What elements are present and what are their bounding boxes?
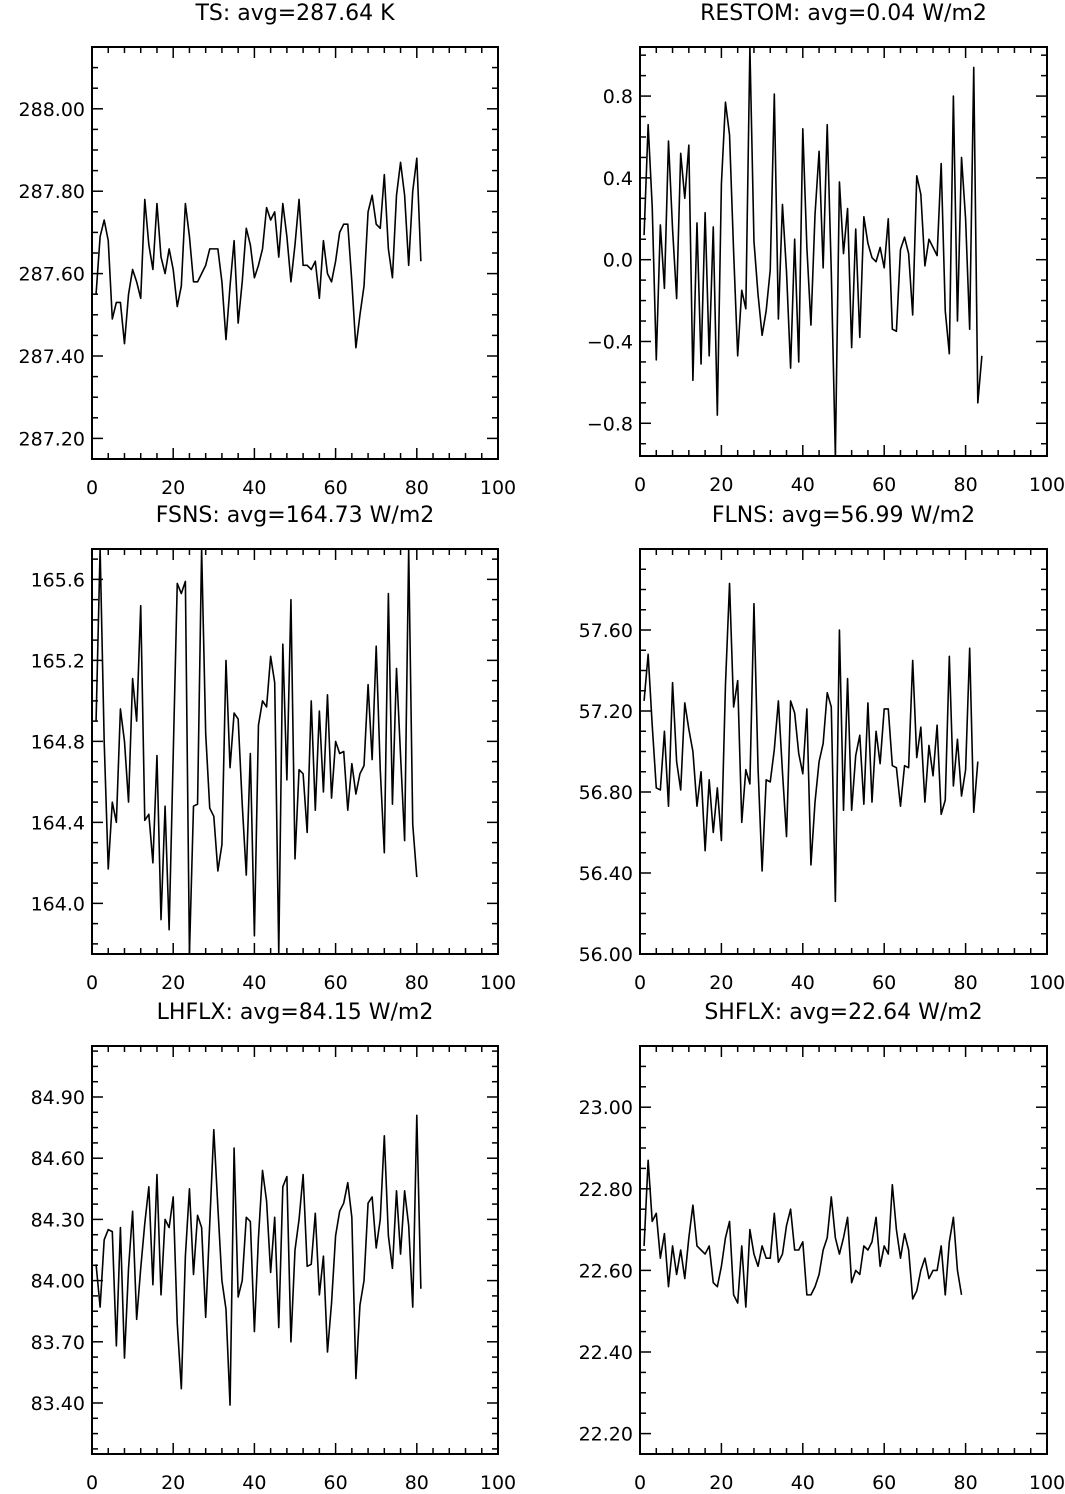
x-tick-label: 80 — [405, 972, 429, 994]
y-tick-label: 84.30 — [31, 1209, 85, 1231]
y-tick-label: 287.40 — [19, 346, 85, 368]
y-tick-label: 83.70 — [31, 1332, 85, 1354]
y-tick-label: 288.00 — [19, 99, 85, 121]
y-tick-label: 287.60 — [19, 264, 85, 286]
plot-frame — [639, 548, 1048, 955]
chart-title: FLNS: avg=56.99 W/m2 — [712, 503, 975, 528]
x-tick-label: 40 — [791, 972, 815, 994]
chart-panel: LHFLX: avg=84.15 W/m2 0 20 40 60 80 100 83.40 83… — [31, 1000, 517, 1494]
x-tick-label: 100 — [1029, 1472, 1065, 1494]
x-tick-label: 40 — [242, 972, 266, 994]
y-tick-label: 0.0 — [603, 250, 633, 272]
x-tick-label: 20 — [709, 1472, 733, 1494]
x-tick-label: 60 — [324, 1472, 348, 1494]
x-tick-label: 20 — [161, 1472, 185, 1494]
series-line — [643, 582, 979, 903]
y-tick-label: 84.00 — [31, 1271, 85, 1293]
chart-title: LHFLX: avg=84.15 W/m2 — [157, 1000, 434, 1025]
x-tick-label: 60 — [324, 972, 348, 994]
plot-frame — [91, 46, 499, 460]
y-tick-label: 164.8 — [31, 731, 85, 753]
y-tick-label: 287.20 — [19, 428, 85, 450]
y-tick-label: 287.80 — [19, 181, 85, 203]
x-tick-label: 0 — [634, 972, 646, 994]
x-tick-label: 60 — [872, 972, 896, 994]
series-line — [643, 47, 983, 456]
x-tick-label: 80 — [954, 972, 978, 994]
chart-panel: FSNS: avg=164.73 W/m2 0 20 40 60 80 100 164.0 16… — [31, 503, 517, 994]
x-tick-label: 0 — [634, 474, 646, 496]
x-tick-label: 100 — [480, 972, 516, 994]
y-tick-label: 165.6 — [31, 569, 85, 591]
x-tick-label: 40 — [791, 474, 815, 496]
x-tick-label: 100 — [480, 1472, 516, 1494]
chart-panel: TS: avg=287.64 K 0 20 40 60 80 100 287.20 287.40… — [19, 1, 517, 499]
y-tick-label: 165.2 — [31, 650, 85, 672]
y-tick-label: 56.00 — [579, 944, 633, 966]
x-tick-label: 0 — [86, 1472, 98, 1494]
y-tick-label: 56.80 — [579, 782, 633, 804]
series-line — [95, 1114, 422, 1406]
chart-title: SHFLX: avg=22.64 W/m2 — [704, 1000, 982, 1025]
chart-title: TS: avg=287.64 K — [194, 1, 395, 26]
y-tick-label: −0.8 — [587, 413, 633, 435]
chart-title: FSNS: avg=164.73 W/m2 — [156, 503, 435, 528]
series-line — [95, 157, 422, 349]
x-tick-label: 80 — [954, 1472, 978, 1494]
x-tick-label: 40 — [242, 477, 266, 499]
x-tick-label: 80 — [405, 1472, 429, 1494]
x-tick-label: 100 — [480, 477, 516, 499]
x-tick-label: 80 — [954, 474, 978, 496]
chart-panel: SHFLX: avg=22.64 W/m2 0 20 40 60 80 100 22.20 22… — [579, 1000, 1065, 1494]
y-tick-label: 23.00 — [579, 1097, 633, 1119]
y-tick-label: 22.40 — [579, 1342, 633, 1364]
y-tick-label: 22.20 — [579, 1424, 633, 1446]
y-tick-label: 164.4 — [31, 812, 85, 834]
x-tick-label: 100 — [1029, 474, 1065, 496]
x-tick-label: 0 — [86, 477, 98, 499]
y-tick-label: 84.60 — [31, 1148, 85, 1170]
chart-panel: FLNS: avg=56.99 W/m2 0 20 40 60 80 100 56.00 56.… — [579, 503, 1065, 994]
x-tick-label: 60 — [872, 1472, 896, 1494]
chart-title: RESTOM: avg=0.04 W/m2 — [700, 1, 987, 26]
y-tick-label: 22.60 — [579, 1260, 633, 1282]
plot-frame — [639, 46, 1048, 457]
y-tick-label: 56.40 — [579, 863, 633, 885]
x-tick-label: 40 — [791, 1472, 815, 1494]
x-tick-label: 40 — [242, 1472, 266, 1494]
y-tick-label: 22.80 — [579, 1179, 633, 1201]
y-tick-label: 0.4 — [603, 168, 633, 190]
y-tick-label: 84.90 — [31, 1087, 85, 1109]
y-tick-label: 164.0 — [31, 893, 85, 915]
y-tick-label: 83.40 — [31, 1393, 85, 1415]
x-tick-label: 0 — [634, 1472, 646, 1494]
y-tick-label: 57.60 — [579, 620, 633, 642]
y-tick-label: 0.8 — [603, 86, 633, 108]
x-tick-label: 60 — [872, 474, 896, 496]
x-tick-label: 20 — [709, 474, 733, 496]
x-tick-label: 20 — [709, 972, 733, 994]
x-tick-label: 0 — [86, 972, 98, 994]
x-tick-label: 20 — [161, 972, 185, 994]
x-tick-label: 60 — [324, 477, 348, 499]
x-tick-label: 80 — [405, 477, 429, 499]
x-tick-label: 100 — [1029, 972, 1065, 994]
y-tick-label: −0.4 — [587, 331, 633, 353]
y-tick-label: 57.20 — [579, 701, 633, 723]
chart-panel: RESTOM: avg=0.04 W/m2 0 20 40 60 80 100 −0.8 −0.… — [587, 1, 1065, 496]
x-tick-label: 20 — [161, 477, 185, 499]
series-line — [643, 1159, 963, 1308]
series-line — [95, 549, 418, 954]
plot-frame — [91, 548, 499, 955]
